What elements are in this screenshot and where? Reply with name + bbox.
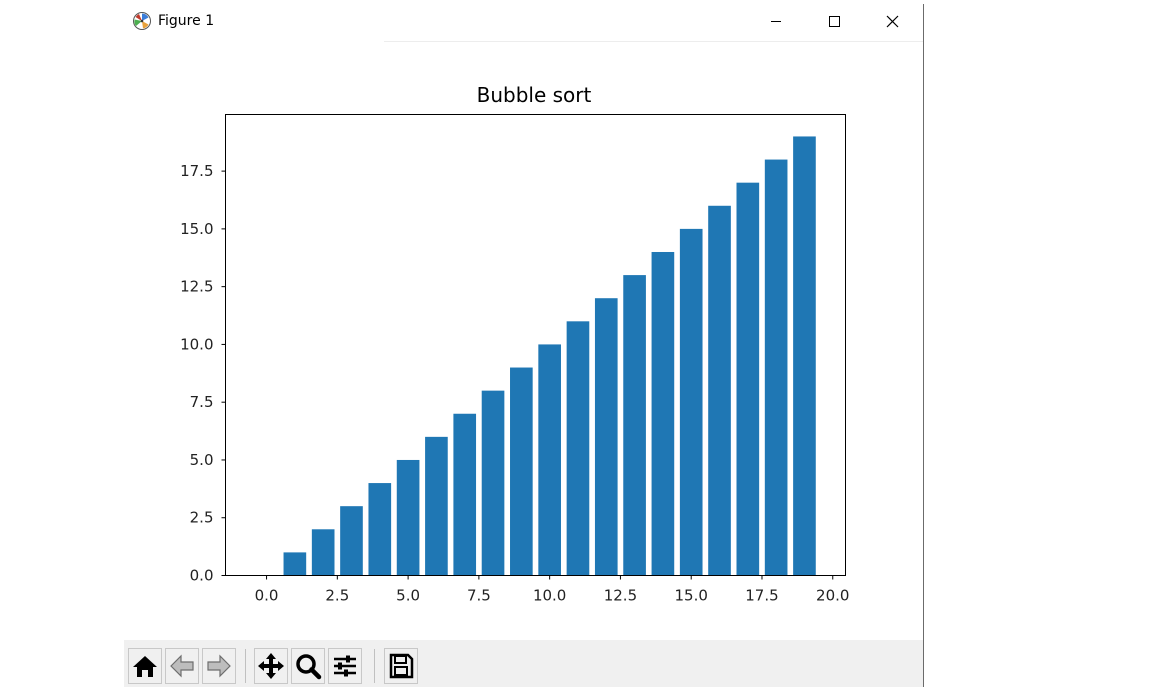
back-button[interactable] (165, 648, 199, 684)
bar (510, 367, 533, 576)
subplots-config-icon (334, 655, 356, 677)
bar (340, 506, 363, 576)
bar (283, 552, 307, 576)
minimize-button[interactable] (747, 0, 805, 42)
bar-series (283, 136, 816, 576)
pan-icon (258, 653, 284, 679)
x-tick-label: 10.0 (533, 587, 566, 605)
x-tick-label: 2.5 (325, 587, 349, 605)
x-tick-label: 12.5 (604, 587, 637, 605)
x-tick-label: 20.0 (816, 587, 849, 605)
titlebar-divider (384, 41, 924, 42)
forward-button[interactable] (202, 648, 236, 684)
chart-canvas[interactable]: Bubble sort 0.0 2.5 5.0 7.5 10.0 12.5 15.0 17.5… (124, 42, 924, 640)
y-tick-label: 17.5 (180, 162, 213, 180)
bar (651, 251, 675, 576)
bar (708, 205, 731, 576)
title-bar[interactable]: Figure 1 (124, 0, 924, 42)
zoom-button[interactable] (291, 648, 325, 684)
bar (623, 275, 646, 576)
navigation-toolbar (124, 640, 924, 687)
y-tick-label: 10.0 (180, 335, 213, 353)
y-tick-label: 0.0 (190, 567, 214, 585)
x-tick-label: 0.0 (255, 587, 279, 605)
save-button[interactable] (384, 648, 418, 684)
toolbar-separator (374, 649, 375, 683)
figure-window: Figure 1 Bubble sort 0.0 2.5 5.0 7.5 10.0 12.… (124, 0, 924, 687)
home-icon (133, 656, 157, 677)
matplotlib-logo-icon (133, 12, 151, 30)
window-edge (923, 4, 924, 687)
bar (594, 298, 618, 576)
minimize-icon (771, 21, 781, 22)
y-tick-label: 15.0 (180, 220, 213, 238)
zoom-icon (296, 654, 322, 680)
toolbar-separator (245, 649, 246, 683)
pan-button[interactable] (254, 648, 288, 684)
y-tick-label: 12.5 (180, 278, 213, 296)
maximize-icon (829, 16, 840, 27)
bar (764, 159, 788, 576)
y-tick-label: 7.5 (190, 393, 214, 411)
axes-frame (225, 114, 846, 576)
bar (679, 228, 703, 576)
close-button[interactable] (863, 0, 921, 42)
bar (368, 483, 392, 576)
y-tick-label: 2.5 (190, 509, 214, 527)
y-tick-label: 5.0 (190, 451, 214, 469)
bar (396, 459, 420, 576)
bar (453, 413, 477, 576)
bar (538, 344, 561, 576)
forward-arrow-icon (207, 654, 231, 678)
chart-title: Bubble sort (477, 83, 592, 107)
save-icon (389, 653, 414, 679)
x-tick-label: 5.0 (396, 587, 420, 605)
bar (566, 321, 590, 576)
x-tick-label: 7.5 (467, 587, 491, 605)
x-tick-label: 15.0 (675, 587, 708, 605)
configure-subplots-button[interactable] (328, 648, 362, 684)
close-icon (886, 15, 899, 28)
bar (311, 529, 335, 576)
bar (736, 182, 760, 576)
back-arrow-icon (170, 654, 194, 678)
x-tick-label: 17.5 (745, 587, 778, 605)
x-axis-ticks: 0.0 2.5 5.0 7.5 10.0 12.5 15.0 17.5 20.0 (255, 575, 849, 605)
bar (481, 390, 505, 576)
y-axis-ticks: 0.0 2.5 5.0 7.5 10.0 12.5 15.0 17.5 (180, 162, 226, 585)
bar (425, 436, 448, 576)
maximize-button[interactable] (805, 0, 863, 42)
bar (793, 136, 816, 576)
home-button[interactable] (128, 648, 162, 684)
window-title: Figure 1 (158, 13, 215, 29)
